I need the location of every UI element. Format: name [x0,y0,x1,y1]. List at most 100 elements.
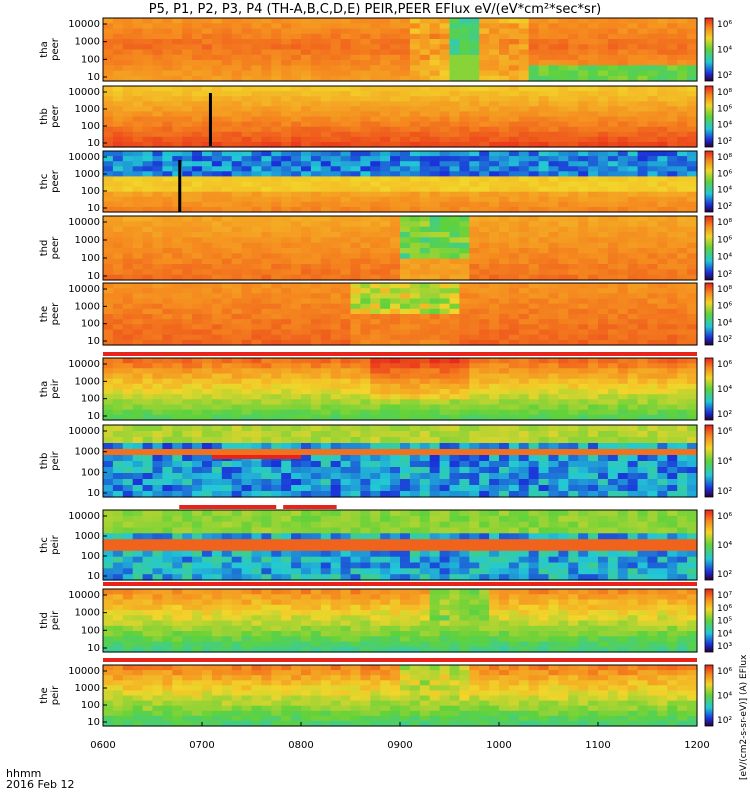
colorbar-tick-label: 10⁴ [717,186,732,196]
colorbar [704,357,714,421]
colorbar-tick-label: 10⁴ [717,46,732,56]
y-tick-label: 1000 [75,608,100,619]
x-tick-label: 0800 [288,740,313,751]
colorbar-tick-label: 10⁷ [717,591,732,601]
colorbar-tick-label: 10⁴ [717,629,732,639]
colorbar-tick-label: 10⁸ [717,153,732,163]
colorbar-tick-label: 10² [717,335,732,345]
panel-species-label: peir [50,534,61,554]
y-tick-label: 100 [81,467,100,478]
panel-frame [102,215,698,281]
panel-frame [102,424,698,498]
panel-thc-peer: 10 100 1000 10000 thc peer 10² 10⁴ 10⁶ 10⁸ [39,150,732,214]
colorbar-tick-label: 10⁴ [717,457,732,467]
colorbar-tick-label: 10² [717,487,732,497]
y-tick-label: 100 [81,551,100,562]
y-tick-label: 10000 [68,511,100,522]
colorbar-title: [eV/(cm2-s-sr-eV)] (A) EFlux [739,654,749,780]
colorbar-tick-label: 10⁶ [717,235,732,245]
data-gap-spike [178,160,182,212]
colorbar-tick-label: 10⁵ [717,617,732,627]
chart-title: P5, P1, P2, P3, P4 (TH-A,B,C,D,E) PEIR,P… [148,2,602,17]
status-bar [283,505,337,509]
panel-probe-label: thd [39,612,50,629]
panel-species-label: peir [50,685,61,705]
y-tick-label: 10 [87,336,100,347]
colorbar-tick-label: 10² [717,137,732,147]
panel-species-label: peir [50,450,61,470]
colorbar-tick-label: 10⁶ [717,302,732,312]
panel-thd-peir: 10 100 1000 10000 thd peir 10³ 10⁴ 10⁵ 10⁶ 10⁷ [39,588,732,654]
panel-probe-label: thd [39,240,50,257]
panel-probe-label: the [39,687,50,703]
panel-frame [102,357,698,421]
colorbar-tick-label: 10³ [717,642,732,652]
colorbar-tick-label: 10⁶ [717,427,732,437]
colorbar [704,664,714,727]
x-tick-label: 1000 [486,740,511,751]
status-bar [179,505,277,509]
y-tick-label: 10 [87,643,100,654]
colorbar-tick-label: 10² [717,202,732,212]
colorbar-tick-label: 10⁴ [717,253,732,263]
colorbar-tick-label: 10⁴ [717,121,732,131]
y-tick-label: 10000 [68,359,100,370]
y-tick-label: 10 [87,138,100,149]
colorbar [704,215,714,281]
y-tick-label: 1000 [75,376,100,387]
y-tick-label: 10000 [68,590,100,601]
status-bar [103,658,697,662]
panel-frame [102,588,698,653]
panel-the-peir: 10 100 1000 10000 the peir 10² 10⁴ 10⁶ [39,664,732,728]
panel-thb-peer: 10 100 1000 10000 thb peer 10² 10⁴ 10⁶ 10⁸ [39,85,732,149]
y-tick-label: 100 [81,121,100,132]
y-tick-label: 100 [81,394,100,405]
colorbar-tick-label: 10⁶ [717,360,732,370]
y-tick-label: 10 [87,717,100,728]
y-tick-label: 100 [81,700,100,711]
y-tick-label: 1000 [75,447,100,458]
y-tick-label: 10 [87,203,100,214]
colorbar [704,282,714,346]
colorbar-tick-label: 10⁸ [717,218,732,228]
colorbar [704,150,714,213]
panel-species-label: peer [50,236,61,260]
y-tick-label: 10 [87,571,100,582]
colorbar [704,85,714,148]
colorbar [704,588,714,653]
panel-species-label: peir [50,610,61,630]
panel-tha-peer: 10 100 1000 10000 tha peer 10² 10⁴ 10⁶ [39,17,732,83]
status-bar [211,455,301,459]
data-gap-spike [208,93,212,146]
colorbar-tick-label: 10⁸ [717,285,732,295]
y-tick-label: 1000 [75,37,100,48]
panel-thd-peer: 10 100 1000 10000 thd peer 10² 10⁴ 10⁶ 10⁸ [39,215,732,282]
colorbar-tick-label: 10⁶ [717,104,732,114]
y-tick-label: 1000 [75,531,100,542]
y-tick-label: 10000 [68,19,100,30]
panel-the-peer: 10 100 1000 10000 the peer 10² 10⁴ 10⁶ 10⁸ [39,282,732,347]
y-tick-label: 1000 [75,235,100,246]
panel-species-label: peer [50,169,61,193]
y-tick-label: 1000 [75,104,100,115]
colorbar-tick-label: 10⁶ [717,512,732,522]
y-tick-label: 1000 [75,169,100,180]
panel-thc-peir: 10 100 1000 10000 thc peir 10² 10⁴ 10⁶ [39,509,732,582]
panel-tha-peir: 10 100 1000 10000 tha peir 10² 10⁴ 10⁶ [39,357,732,422]
x-tick-label: 1100 [585,740,610,751]
colorbar-tick-label: 10² [717,716,732,726]
panel-species-label: peer [50,104,61,128]
x-tick-label: 0600 [90,740,115,751]
y-tick-label: 100 [81,54,100,65]
colorbar-tick-label: 10⁴ [717,541,732,551]
y-tick-label: 10 [87,72,100,83]
y-tick-label: 100 [81,253,100,264]
panel-probe-label: tha [39,41,50,57]
y-tick-label: 10000 [68,217,100,228]
y-tick-label: 10 [87,411,100,422]
panel-frame [102,85,698,148]
colorbar-tick-label: 10² [717,270,732,280]
colorbar-tick-label: 10⁴ [717,385,732,395]
y-tick-label: 1000 [75,683,100,694]
